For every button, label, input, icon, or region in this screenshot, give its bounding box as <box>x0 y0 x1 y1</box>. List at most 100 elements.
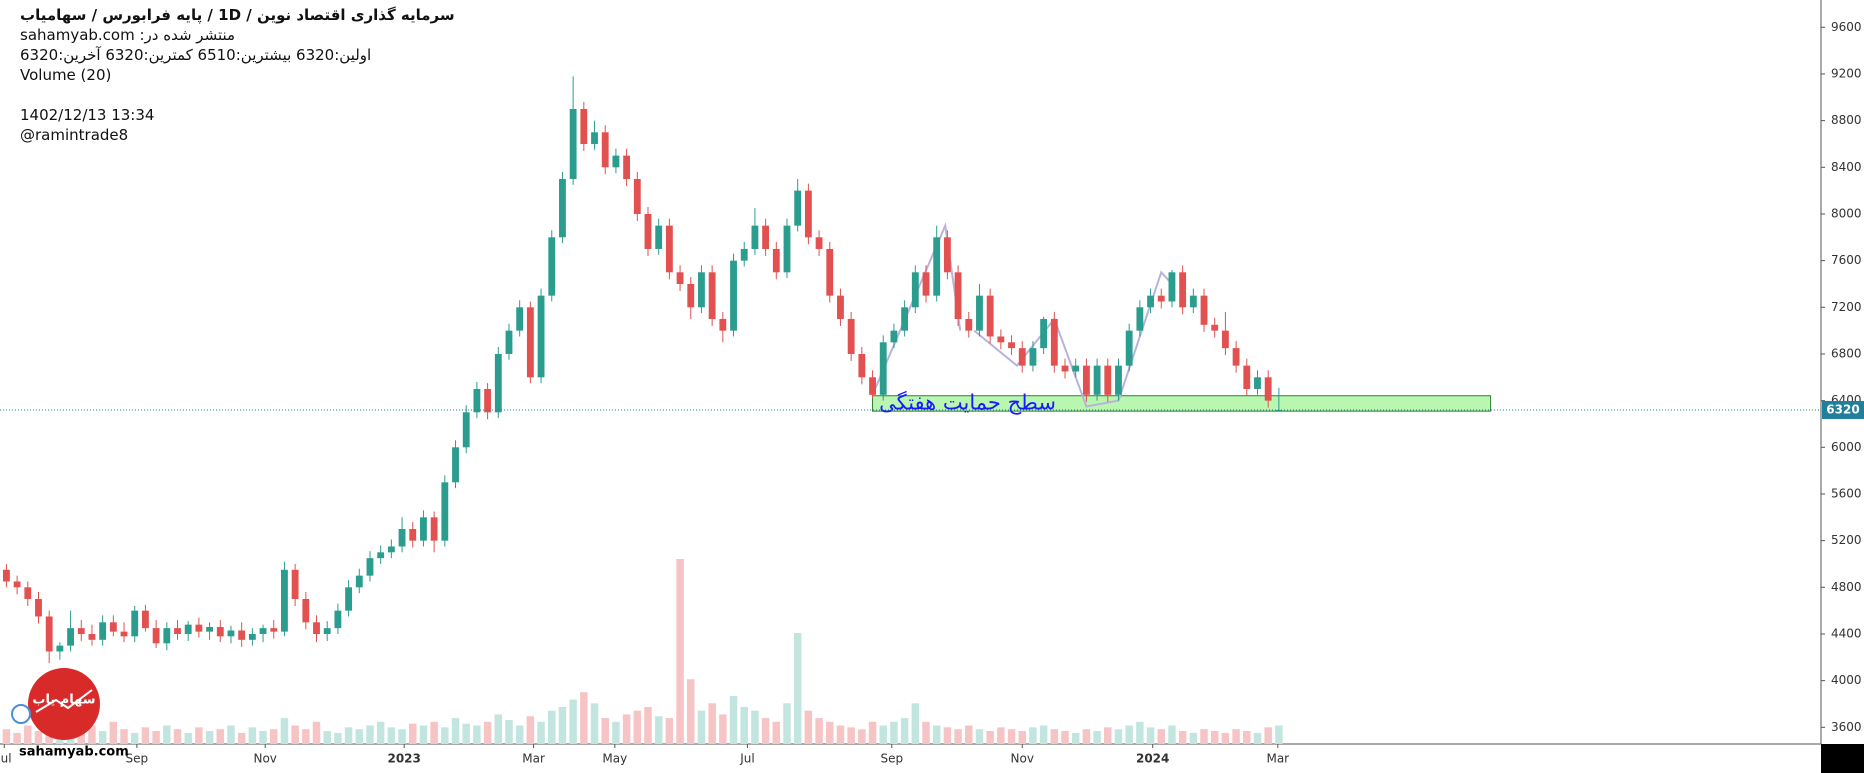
volume-bar <box>1125 725 1133 744</box>
candle-body <box>1232 348 1240 366</box>
candle-body <box>1254 377 1261 389</box>
volume-bar <box>366 725 374 744</box>
candle-body <box>13 581 21 588</box>
volume-bar <box>259 731 267 744</box>
volume-bar <box>900 718 909 744</box>
author-label: @ramintrade8 <box>20 126 129 144</box>
volume-bar <box>708 703 716 744</box>
volume-bar <box>312 721 321 744</box>
trend-drawing <box>973 270 1173 408</box>
volume-bar <box>1104 727 1112 744</box>
volume-bar <box>761 718 770 744</box>
logo-site: sahamyab.com <box>19 745 129 760</box>
volume-bar <box>130 732 139 744</box>
candle-body <box>430 517 438 541</box>
volume-bar <box>1178 731 1187 744</box>
volume-bar <box>2 729 11 744</box>
volume-bar <box>537 721 545 744</box>
volume-bar <box>954 729 962 744</box>
y-tick-label: 6800 <box>1831 346 1862 360</box>
volume-bar <box>1061 731 1069 744</box>
x-tick-label: Sep <box>126 752 149 766</box>
volume-bar <box>569 699 577 744</box>
volume-bar <box>227 725 235 744</box>
volume-bar <box>1189 732 1198 744</box>
volume-bar <box>1050 729 1059 744</box>
candle-body <box>409 528 417 541</box>
candle-body <box>142 610 149 629</box>
candle-body <box>291 569 299 599</box>
y-tick-label: 8000 <box>1831 206 1862 220</box>
volume-bar <box>1168 725 1176 744</box>
candle-body <box>965 318 973 331</box>
volume-bar <box>1018 731 1026 744</box>
volume-bar <box>98 731 107 744</box>
candle-body <box>591 132 598 144</box>
candle-body <box>783 225 791 273</box>
candle-body <box>847 318 855 354</box>
candle-body <box>387 546 395 553</box>
candle-body <box>826 248 834 296</box>
volume-bar <box>804 710 813 744</box>
candle-body <box>837 295 844 319</box>
volume-bar <box>858 729 866 744</box>
candle-body <box>398 528 406 547</box>
candle-body <box>56 645 64 652</box>
volume-bar <box>1200 729 1208 744</box>
volume-bar <box>376 721 385 744</box>
volume-bar <box>1275 725 1283 744</box>
candle-body <box>441 482 449 541</box>
logo-name: سهام یاب <box>32 693 95 708</box>
candle-body <box>281 569 288 632</box>
candle-body <box>366 558 374 576</box>
candle-body <box>601 132 609 168</box>
volume-bar <box>622 714 631 744</box>
candle-body <box>1061 365 1069 372</box>
candle-body <box>997 336 1005 343</box>
candle-body <box>676 272 684 284</box>
candle-body <box>377 552 385 559</box>
candle-body <box>879 342 887 395</box>
volume-bar <box>1114 729 1123 744</box>
candle-body <box>152 628 160 644</box>
volume-bar <box>719 714 727 744</box>
logo-badge <box>11 704 31 724</box>
candle-body <box>772 248 780 273</box>
volume-bar <box>1007 729 1016 744</box>
volume-bar <box>163 725 171 744</box>
volume-bar <box>687 679 695 744</box>
y-tick-label: 6000 <box>1831 440 1862 454</box>
volume-bar <box>826 721 834 744</box>
candle-body <box>986 295 994 337</box>
candle-body <box>1093 365 1101 395</box>
candle-body <box>45 616 53 652</box>
volume-bar <box>13 732 21 744</box>
x-tick-label: Jul <box>739 752 754 766</box>
candle-body <box>473 388 481 413</box>
candle-body <box>1157 295 1165 302</box>
candle-body <box>2 569 10 582</box>
candle-body <box>67 628 74 646</box>
volume-bar <box>34 731 43 744</box>
volume-bar <box>665 718 674 744</box>
volume-bar <box>302 729 310 744</box>
candle-body <box>120 631 128 637</box>
candle-body <box>1211 324 1219 331</box>
volume-bar <box>355 729 364 744</box>
candle-body <box>1264 377 1272 401</box>
candle-body <box>334 610 342 629</box>
volume-bar <box>323 731 331 744</box>
volume-bar <box>1232 729 1240 744</box>
candle-body <box>1082 365 1090 395</box>
candle-body <box>35 598 42 617</box>
candle-body <box>922 272 930 296</box>
corner-block <box>1821 744 1864 773</box>
candle-body <box>1104 365 1112 395</box>
x-tick-label: Nov <box>1011 752 1034 766</box>
candle-body <box>1050 318 1058 366</box>
candle-body <box>248 633 256 640</box>
volume-bar <box>494 714 503 744</box>
volume-bar <box>740 707 748 744</box>
candle-body <box>174 628 181 634</box>
